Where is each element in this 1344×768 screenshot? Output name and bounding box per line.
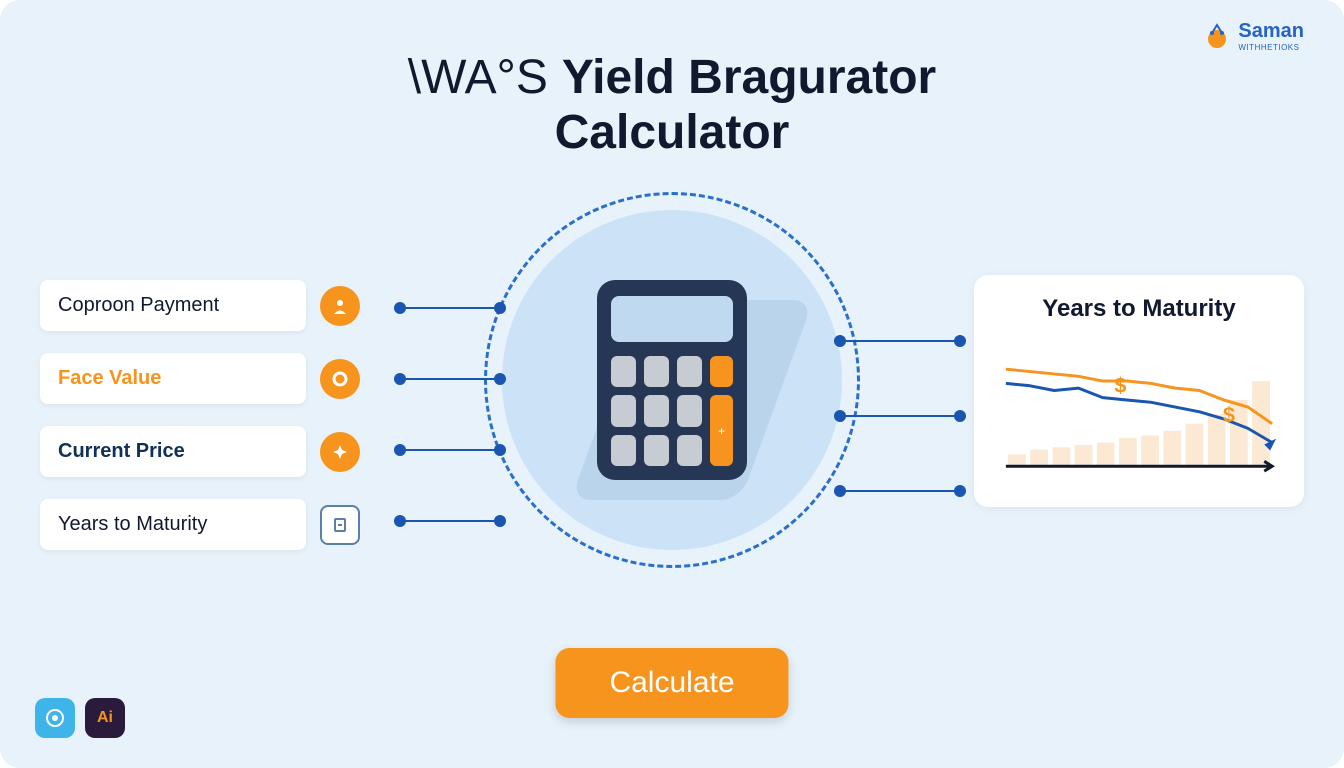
badge-2-text: Ai bbox=[97, 709, 113, 727]
canvas: Saman WITHHETIOKS \WA°S Yield Bragurator… bbox=[0, 0, 1344, 768]
input-row: Years to Maturity bbox=[40, 499, 360, 550]
connector-line bbox=[840, 415, 960, 417]
sparkle-icon bbox=[320, 432, 360, 472]
doc-icon bbox=[320, 505, 360, 545]
calculate-label: Calculate bbox=[609, 666, 734, 699]
title-line1: Yield Bragurator bbox=[562, 50, 936, 105]
input-field-3[interactable]: Years to Maturity bbox=[40, 499, 306, 550]
connector-line bbox=[400, 520, 500, 522]
brand-name: Saman bbox=[1238, 20, 1304, 43]
brand-logo: Saman WITHHETIOKS bbox=[1202, 20, 1304, 52]
input-field-1[interactable]: Face Value bbox=[40, 353, 306, 404]
calculator-icon: + bbox=[597, 280, 747, 480]
title-line2: Calculator bbox=[408, 105, 936, 160]
connector-line bbox=[400, 449, 500, 451]
center-graphic: + bbox=[502, 210, 842, 550]
input-row: Coproon Payment bbox=[40, 280, 360, 331]
output-panel: Years to Maturity $$ bbox=[974, 275, 1304, 507]
badge-1 bbox=[35, 698, 75, 738]
brand-icon bbox=[1202, 21, 1232, 51]
input-panel: Coproon Payment Face Value Current Price Ye… bbox=[40, 280, 360, 550]
input-field-2[interactable]: Current Price bbox=[40, 426, 306, 477]
brand-sub: WITHHETIOKS bbox=[1238, 43, 1304, 52]
input-row: Face Value bbox=[40, 353, 360, 404]
chart: $$ bbox=[996, 337, 1282, 487]
svg-text:$: $ bbox=[1114, 372, 1126, 397]
calc-keys: + bbox=[611, 356, 733, 466]
ring-icon bbox=[320, 359, 360, 399]
output-title: Years to Maturity bbox=[996, 295, 1282, 323]
footer-badges: Ai bbox=[35, 698, 125, 738]
connector-line bbox=[840, 340, 960, 342]
input-row: Current Price bbox=[40, 426, 360, 477]
calc-screen bbox=[611, 296, 733, 342]
page-title: \WA°S Yield Bragurator Calculator bbox=[408, 50, 936, 160]
badge-2: Ai bbox=[85, 698, 125, 738]
chart-svg: $$ bbox=[996, 337, 1282, 487]
input-field-0[interactable]: Coproon Payment bbox=[40, 280, 306, 331]
connector-line bbox=[840, 490, 960, 492]
calculate-button[interactable]: Calculate bbox=[555, 648, 788, 718]
svg-text:$: $ bbox=[1223, 402, 1235, 427]
person-icon bbox=[320, 286, 360, 326]
connector-line bbox=[400, 307, 500, 309]
title-prefix: \WA°S bbox=[408, 50, 548, 105]
connector-line bbox=[400, 378, 500, 380]
